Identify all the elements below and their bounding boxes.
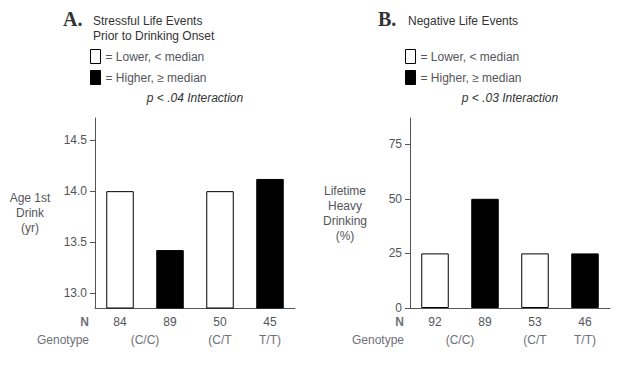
svg-text:Genotype: Genotype bbox=[37, 333, 89, 347]
svg-text:p < .03 Interaction: p < .03 Interaction bbox=[461, 91, 559, 105]
svg-text:50: 50 bbox=[389, 192, 403, 206]
svg-text:92: 92 bbox=[428, 315, 442, 329]
svg-text:Genotype: Genotype bbox=[352, 333, 404, 347]
svg-text:14.0: 14.0 bbox=[64, 184, 88, 198]
svg-text:Heavy: Heavy bbox=[328, 199, 362, 213]
svg-text:45: 45 bbox=[263, 315, 277, 329]
svg-text:14.5: 14.5 bbox=[64, 133, 88, 147]
svg-text:(C/T: (C/T bbox=[208, 333, 232, 347]
svg-text:(C/C): (C/C) bbox=[446, 333, 475, 347]
svg-text:89: 89 bbox=[163, 315, 177, 329]
svg-text:(C/C): (C/C) bbox=[131, 333, 160, 347]
svg-text:N: N bbox=[395, 315, 404, 329]
svg-text:46: 46 bbox=[578, 315, 592, 329]
svg-text:Negative Life Events: Negative Life Events bbox=[408, 14, 518, 28]
svg-text:N: N bbox=[80, 315, 89, 329]
svg-text:= Lower, < median: = Lower, < median bbox=[421, 50, 520, 64]
svg-text:B.: B. bbox=[378, 8, 396, 30]
svg-text:(yr): (yr) bbox=[21, 221, 39, 235]
svg-text:T/T): T/T) bbox=[574, 333, 596, 347]
svg-text:Lifetime: Lifetime bbox=[324, 184, 366, 198]
svg-text:Stressful Life Events: Stressful Life Events bbox=[93, 14, 202, 28]
svg-text:0: 0 bbox=[395, 301, 402, 315]
svg-text:(C/T: (C/T bbox=[523, 333, 547, 347]
svg-text:75: 75 bbox=[389, 137, 403, 151]
svg-text:p < .04 Interaction: p < .04 Interaction bbox=[146, 91, 244, 105]
svg-text:Drink: Drink bbox=[16, 206, 45, 220]
svg-text:Drinking: Drinking bbox=[323, 214, 367, 228]
svg-text:= Higher, ≥ median: = Higher, ≥ median bbox=[106, 71, 207, 85]
svg-text:84: 84 bbox=[113, 315, 127, 329]
svg-text:25: 25 bbox=[389, 246, 403, 260]
svg-text:89: 89 bbox=[478, 315, 492, 329]
svg-text:= Higher, ≥ median: = Higher, ≥ median bbox=[421, 71, 522, 85]
svg-text:53: 53 bbox=[528, 315, 542, 329]
svg-text:(%): (%) bbox=[336, 229, 355, 243]
svg-text:50: 50 bbox=[213, 315, 227, 329]
svg-text:13.5: 13.5 bbox=[64, 235, 88, 249]
svg-text:13.0: 13.0 bbox=[64, 286, 88, 300]
svg-text:Age 1st: Age 1st bbox=[10, 191, 51, 205]
svg-text:A.: A. bbox=[63, 8, 82, 30]
svg-text:T/T): T/T) bbox=[259, 333, 281, 347]
svg-text:Prior to Drinking Onset: Prior to Drinking Onset bbox=[93, 29, 215, 43]
svg-text:= Lower, < median: = Lower, < median bbox=[106, 50, 205, 64]
